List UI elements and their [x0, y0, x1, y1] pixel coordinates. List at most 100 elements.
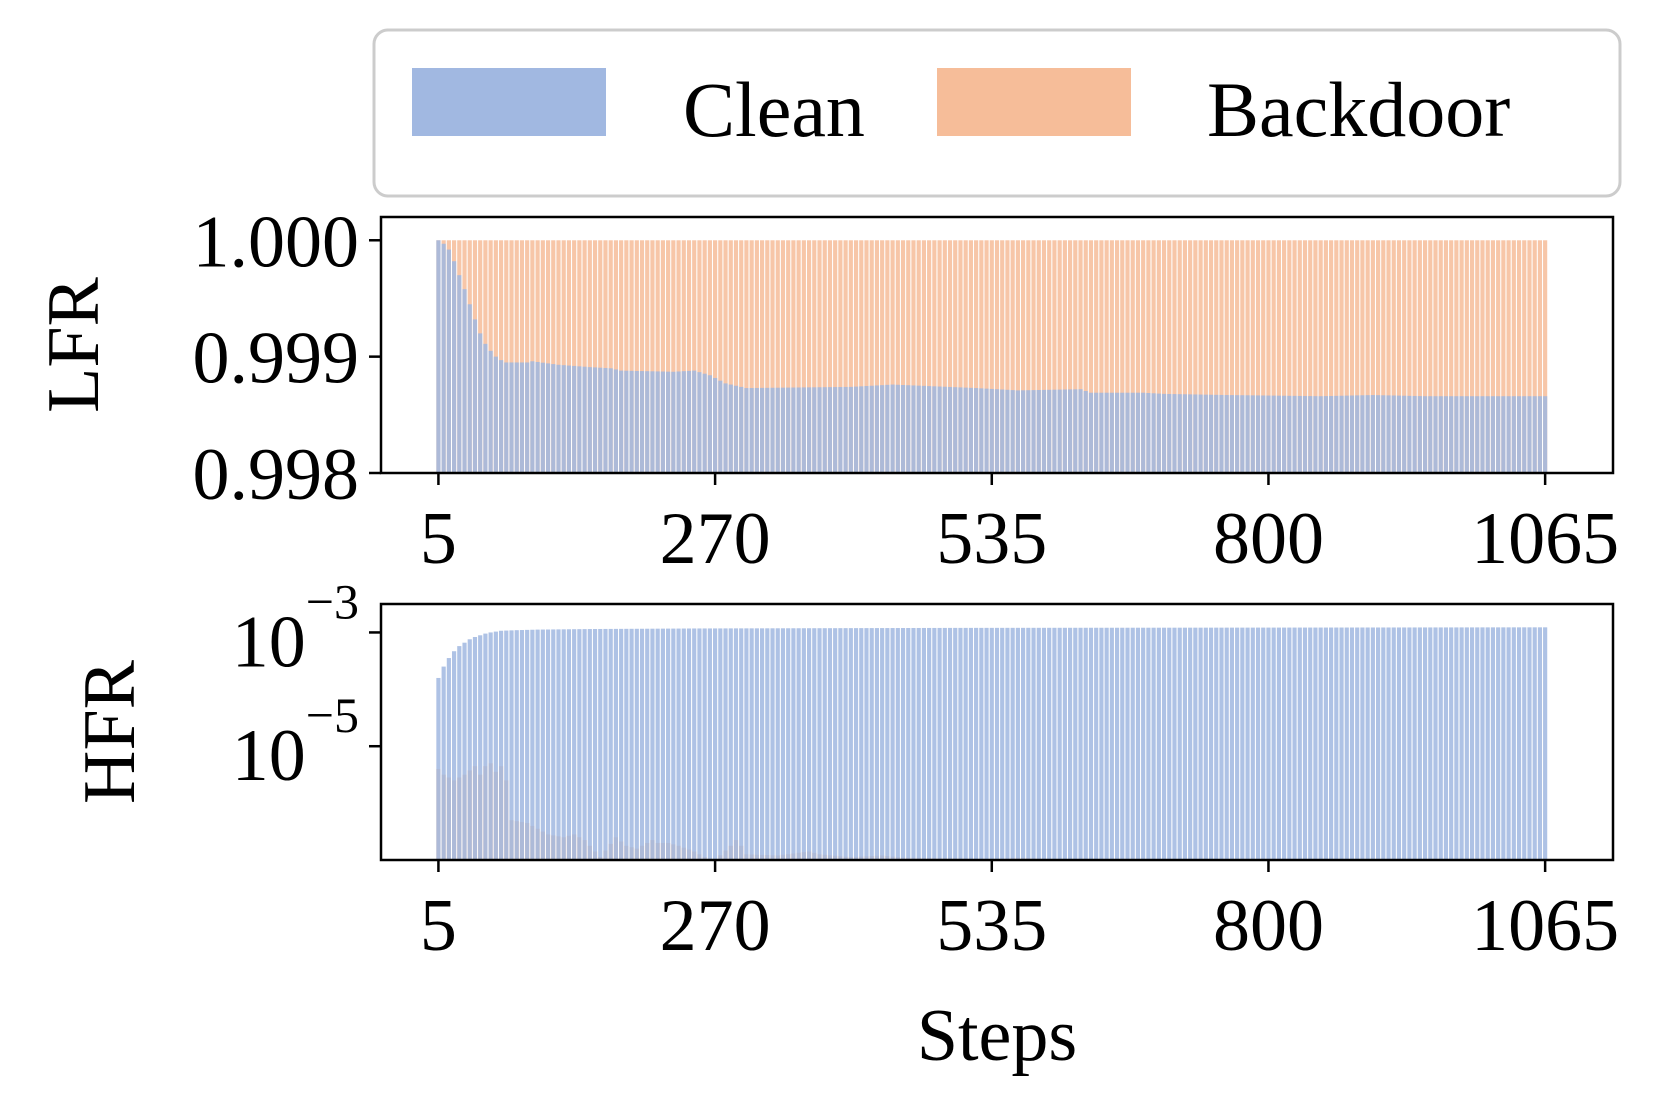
- bar-backdoor: [1308, 240, 1313, 473]
- bar-clean: [791, 387, 796, 473]
- bar-clean: [1125, 392, 1130, 473]
- bar-clean: [906, 628, 911, 860]
- bar-clean: [1344, 395, 1349, 473]
- bar-clean: [1271, 627, 1276, 860]
- bar-backdoor: [947, 240, 953, 473]
- bar-backdoor: [702, 240, 707, 473]
- bar-clean: [462, 289, 467, 473]
- bar-clean: [1464, 627, 1469, 860]
- bar-backdoor: [1292, 240, 1297, 473]
- bar-clean: [1188, 394, 1193, 473]
- bar-backdoor: [1428, 240, 1433, 473]
- bar-backdoor: [1496, 240, 1501, 473]
- bar-clean: [1443, 396, 1449, 473]
- bar-backdoor: [1537, 240, 1543, 473]
- bar-backdoor: [1370, 240, 1375, 473]
- bar-clean: [1135, 627, 1141, 860]
- bar-clean: [519, 362, 525, 473]
- bar-backdoor: [1141, 240, 1146, 473]
- bar-backdoor: [613, 240, 619, 473]
- bar-clean: [853, 628, 859, 860]
- bar-clean: [927, 627, 932, 860]
- bar-clean: [619, 370, 624, 473]
- bar-clean: [488, 632, 493, 860]
- bar-backdoor: [1109, 240, 1114, 473]
- bar-clean: [733, 385, 739, 473]
- bar-clean: [1146, 627, 1151, 860]
- bar-clean: [1114, 392, 1120, 473]
- bar-backdoor: [1161, 240, 1167, 473]
- bar-clean: [1182, 627, 1188, 860]
- bar-clean: [535, 361, 540, 473]
- bar-backdoor: [1287, 240, 1292, 473]
- bar-backdoor: [1381, 240, 1386, 473]
- bar-backdoor: [801, 240, 806, 473]
- bar-clean: [1532, 627, 1537, 860]
- bar-clean: [1360, 395, 1365, 473]
- bar-clean: [1083, 627, 1088, 860]
- bar-clean: [728, 628, 733, 860]
- bar-clean: [1000, 389, 1005, 473]
- bar-clean: [1021, 627, 1026, 860]
- bar-backdoor: [582, 240, 587, 473]
- bar-backdoor: [806, 240, 812, 473]
- bar-clean: [900, 628, 906, 860]
- bar-clean: [446, 249, 451, 473]
- bar-clean: [843, 386, 848, 473]
- bar-clean: [1261, 395, 1266, 473]
- bar-backdoor: [885, 240, 890, 473]
- lfr-series-clean: [436, 240, 1548, 473]
- bar-backdoor: [1026, 240, 1031, 473]
- bar-backdoor: [1130, 240, 1135, 473]
- bar-clean: [624, 628, 629, 860]
- bar-clean: [702, 628, 707, 860]
- bar-backdoor: [566, 240, 572, 473]
- bar-clean: [1376, 395, 1381, 473]
- bar-backdoor: [728, 240, 733, 473]
- bar-clean: [608, 368, 613, 473]
- legend: Clean Backdoor: [372, 28, 1622, 198]
- bar-clean: [1125, 627, 1130, 860]
- bar-clean: [634, 628, 639, 860]
- bar-backdoor: [963, 240, 968, 473]
- bar-clean: [974, 627, 979, 860]
- bar-backdoor: [1005, 240, 1010, 473]
- bar-clean: [629, 628, 634, 860]
- x-tick-label: 535: [936, 885, 1047, 967]
- bar-clean: [582, 366, 587, 473]
- bar-clean: [1057, 627, 1062, 860]
- bar-clean: [1052, 389, 1057, 473]
- bar-clean: [942, 386, 947, 473]
- bar-backdoor: [493, 240, 498, 473]
- bar-backdoor: [765, 240, 770, 473]
- bar-clean: [947, 627, 953, 860]
- bar-backdoor: [1532, 240, 1537, 473]
- bar-backdoor: [754, 240, 759, 473]
- bar-clean: [1292, 627, 1297, 860]
- bar-clean: [958, 387, 963, 473]
- bar-clean: [1475, 627, 1480, 860]
- bar-clean: [1073, 389, 1078, 473]
- bar-clean: [509, 630, 514, 860]
- hfr-series-clean: [436, 627, 1548, 860]
- bar-clean: [786, 387, 791, 473]
- bar-clean: [1490, 396, 1496, 473]
- bar-clean: [713, 377, 718, 473]
- bar-clean: [645, 628, 650, 860]
- bar-clean: [1522, 627, 1527, 860]
- bar-clean: [911, 385, 916, 473]
- bar-clean: [1543, 396, 1548, 473]
- bar-clean: [1428, 396, 1433, 473]
- bar-clean: [1036, 389, 1041, 473]
- bar-clean: [1417, 627, 1422, 860]
- bar-clean: [1355, 627, 1360, 860]
- bar-clean: [556, 364, 561, 473]
- bar-clean: [749, 388, 754, 473]
- bar-backdoor: [608, 240, 613, 473]
- bar-clean: [1334, 395, 1339, 473]
- bar-backdoor: [1068, 240, 1073, 473]
- bar-clean: [1355, 395, 1360, 473]
- bar-clean: [1214, 627, 1219, 860]
- bar-backdoor: [619, 240, 624, 473]
